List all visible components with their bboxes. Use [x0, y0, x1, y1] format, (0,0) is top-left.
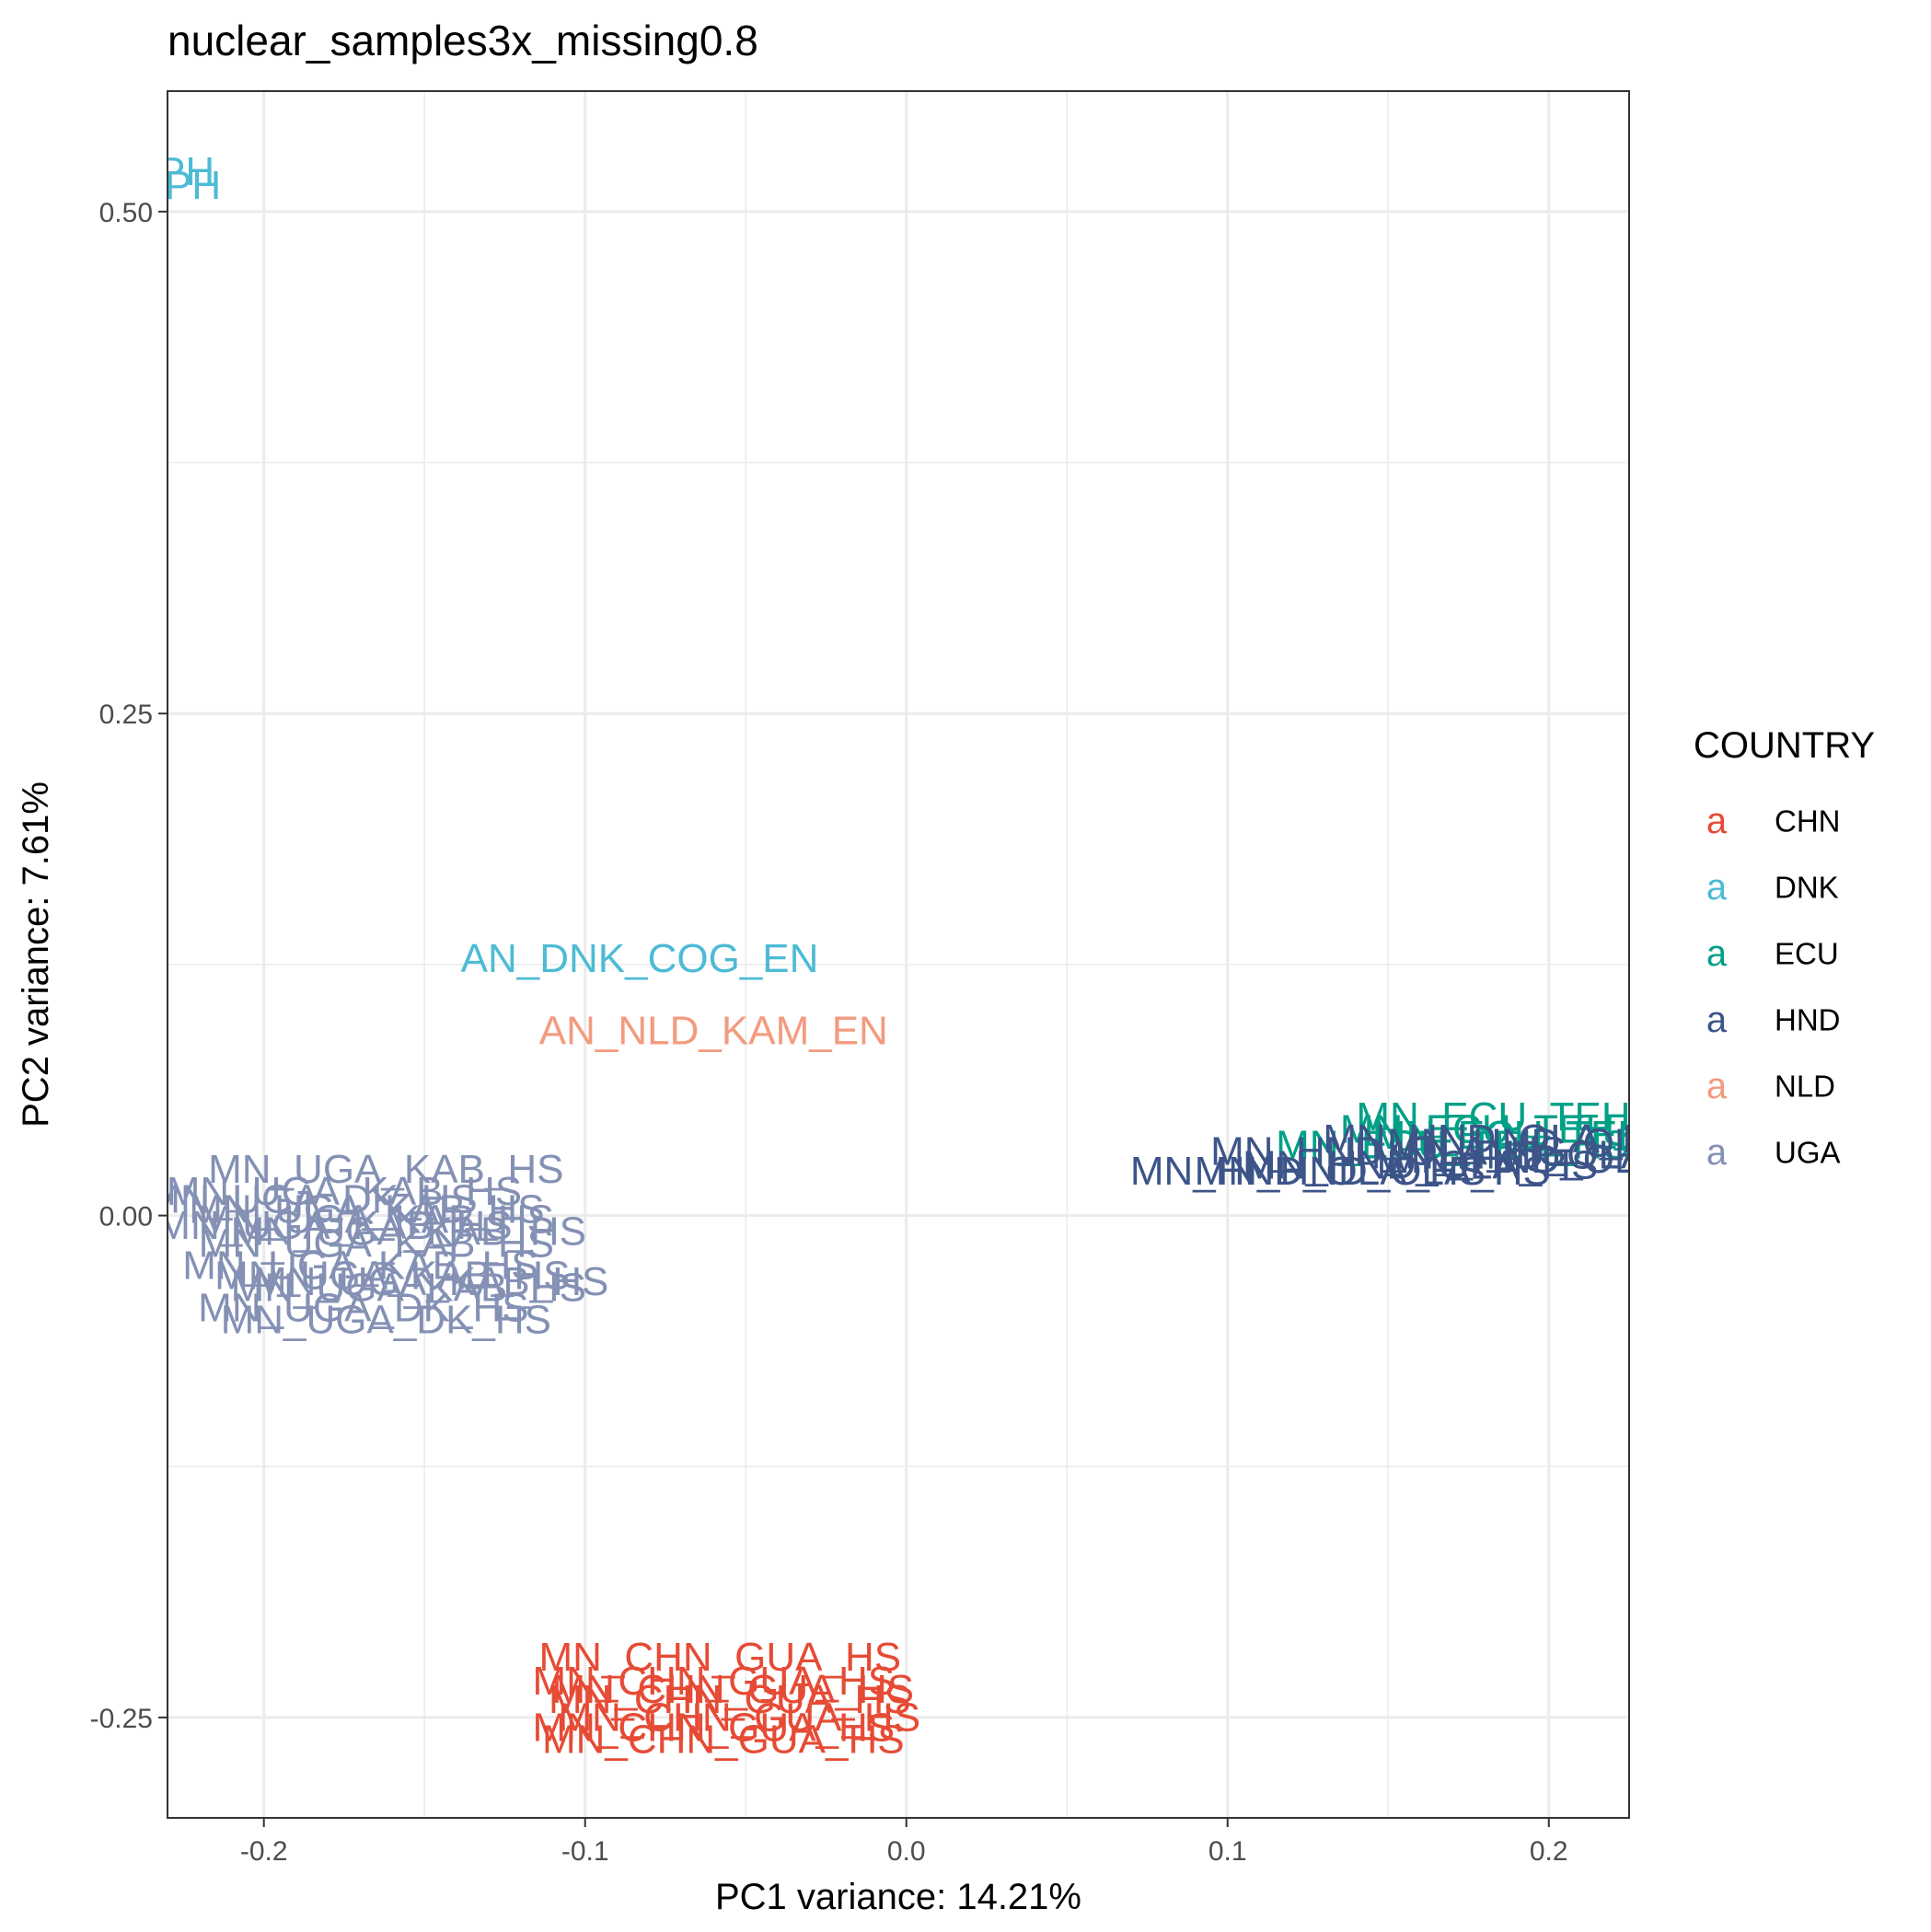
point-label-hnd: MN_HND_OLA_HS: [1371, 1133, 1727, 1178]
plot-panel: [168, 91, 1629, 1818]
x-axis-ticks: -0.2 -0.1 0.0 0.1 0.2: [240, 1818, 1568, 1867]
y-axis-ticks: -0.25 0.00 0.25 0.50: [90, 198, 168, 1734]
point-label-uga: MN_UGA_KAB_HS: [231, 1266, 586, 1311]
point-label-ecu: MN_ECU_TEH_HS: [1340, 1106, 1694, 1151]
point-label-chn: MN_CHN_GUA_HS: [549, 1677, 911, 1722]
point-label-uga: MN_UGA_DK_HS: [146, 1177, 477, 1222]
legend-label: UGA: [1775, 1136, 1841, 1170]
point-label-hnd: MN_HND_OLA_HS: [1195, 1149, 1550, 1194]
legend-entries: a CHN a DNK a ECU a HND a NLD a UGA: [1706, 801, 1841, 1173]
point-label-uga: MN_UGA_KAB_HS: [182, 1244, 538, 1289]
point-label-uga: MN_UGA_KAB_HS: [156, 1203, 512, 1248]
point-label-hnd: MN_HND_OLA_HS: [1130, 1149, 1486, 1194]
legend-label: HND: [1775, 1003, 1841, 1037]
legend-label: CHN: [1775, 804, 1841, 839]
x-tick-label: 0.0: [887, 1836, 926, 1867]
legend-label: ECU: [1775, 937, 1839, 971]
point-label-chn: MN_CHN_GUA_HS: [532, 1659, 895, 1704]
legend-key: a: [1706, 867, 1728, 908]
point-label-chn: MN_CHN_GUA_HS: [538, 1635, 901, 1680]
legend-title: COUNTRY: [1694, 725, 1875, 766]
chart-title: nuclear_samples3x_missing0.8: [168, 17, 758, 64]
point-label-nld: AN_NLD_KAM_EN: [539, 1008, 888, 1053]
point-label-dnk: AN_DNK_COZ_PH: [0, 163, 221, 208]
point-label-uga: MN_UGA_KAB_HS: [214, 1254, 570, 1299]
point-label-uga: MN_UGA_DK_HS: [198, 1285, 528, 1330]
y-tick-label: 0.00: [99, 1202, 153, 1232]
point-label-uga: MN_UGA_KAB_HS: [167, 1169, 522, 1214]
legend-key: a: [1706, 1000, 1728, 1040]
point-label-dnk: AN_DNK_COZ_PH: [0, 149, 214, 194]
point-label-uga: MN_UGA_KAB_HS: [199, 1221, 554, 1267]
point-label-chn: MN_CHN_GUA_HS: [558, 1695, 920, 1740]
point-label-ecu: MN_ECU_TEH_HS: [1276, 1123, 1629, 1168]
plot-border: [167, 90, 1630, 1819]
point-label-chn: MN_CHN_GUA_HS: [532, 1705, 895, 1750]
point-label-chn: MN_CHN_GUA_HS: [542, 1717, 905, 1762]
point-label-uga: MN_UGA_KAB_HS: [189, 1187, 544, 1232]
point-label-uga: MN_UGA_KAB_HS: [208, 1147, 563, 1192]
y-tick-label: 0.50: [99, 198, 153, 228]
point-label-hnd: MN_HND_OLA_HS: [1387, 1121, 1742, 1166]
legend-label: NLD: [1775, 1070, 1835, 1104]
point-label-uga: MN_UGA_KAB_HS: [231, 1209, 586, 1255]
point-label-uga: MN_UGA_DK_HS: [221, 1298, 551, 1343]
point-label-dnk: AN_DNK_COG_EN: [461, 936, 819, 981]
point-label-chn: MN_CHN_GUA_HS: [551, 1667, 914, 1712]
legend: COUNTRY a CHN a DNK a ECU a HND a NLD a UGA: [1694, 725, 1875, 1173]
x-tick-label: 0.2: [1530, 1836, 1568, 1867]
legend-key: a: [1706, 1066, 1728, 1106]
point-label-uga: MN_UGA_KAB_HS: [199, 1197, 554, 1242]
y-axis-title: PC2 variance: 7.61%: [16, 781, 56, 1128]
legend-label: DNK: [1775, 871, 1839, 905]
x-tick-label: -0.1: [561, 1836, 609, 1867]
point-label-hnd: MN_HND_OLA_HS: [1210, 1128, 1566, 1174]
point-label-ecu: MN_ECU_TEH_HS: [1356, 1094, 1709, 1140]
x-tick-label: 0.1: [1208, 1836, 1247, 1867]
y-tick-label: 0.25: [99, 700, 153, 730]
grid-lines: [168, 91, 1629, 1818]
point-label-ecu: MN_ECU_TEH_HS: [1372, 1113, 1726, 1158]
point-label-hnd: MN_HND_OLA_HS: [1323, 1116, 1678, 1162]
x-tick-label: -0.2: [240, 1836, 288, 1867]
point-label-uga: MN_UGA_KAB_HS: [253, 1259, 608, 1304]
point-label-hnd: MN_HND_OLA_HS: [1243, 1143, 1598, 1188]
y-tick-label: -0.25: [90, 1704, 153, 1734]
point-label-hnd: MN_HND_OLA_HS: [1387, 1137, 1742, 1182]
x-axis-title: PC1 variance: 14.21%: [715, 1877, 1081, 1917]
legend-key: a: [1706, 1132, 1728, 1173]
legend-key: a: [1706, 801, 1728, 841]
legend-key: a: [1706, 933, 1728, 974]
